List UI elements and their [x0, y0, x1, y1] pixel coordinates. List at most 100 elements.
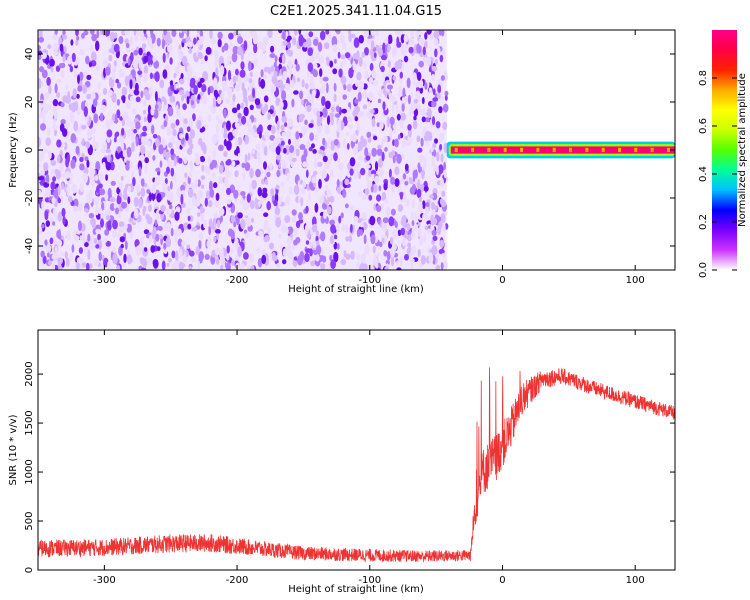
speckle: [405, 198, 410, 207]
speckle: [254, 98, 261, 106]
speckle: [296, 77, 301, 83]
speckle: [92, 98, 98, 108]
speckle: [201, 84, 207, 93]
speckle: [412, 119, 418, 130]
speckle: [375, 263, 379, 269]
speckle: [50, 181, 56, 191]
speckle: [167, 106, 174, 117]
speckle: [353, 173, 358, 180]
speckle: [288, 186, 293, 196]
speckle: [246, 118, 252, 129]
speckle: [223, 42, 229, 51]
speckle: [382, 135, 388, 143]
speckle: [287, 59, 293, 70]
speckle: [286, 236, 292, 245]
speckle: [308, 123, 314, 128]
speckle: [441, 213, 446, 222]
speckle: [118, 182, 124, 190]
speckle: [160, 204, 166, 212]
speckle: [53, 42, 59, 52]
speckle: [111, 73, 116, 80]
speckle: [60, 102, 65, 108]
speckle: [170, 167, 175, 177]
speckle: [294, 140, 300, 150]
speckle: [147, 36, 152, 46]
speckle: [69, 252, 74, 262]
speckle: [170, 136, 176, 144]
speckle: [38, 44, 41, 51]
speckle: [271, 252, 276, 258]
speckle: [103, 238, 108, 243]
speckle: [208, 200, 213, 208]
band-dot: [471, 147, 475, 153]
speckle: [126, 223, 132, 233]
speckle: [376, 148, 383, 156]
speckle: [203, 165, 210, 174]
speckle: [311, 55, 315, 61]
speckle: [38, 225, 42, 235]
speckle: [136, 76, 142, 84]
speckle: [365, 164, 371, 169]
speckle: [50, 159, 57, 166]
speckle: [105, 174, 108, 181]
speckle: [107, 122, 111, 131]
speckle: [297, 255, 303, 266]
speckle: [201, 184, 205, 189]
speckle: [274, 55, 278, 63]
speckle: [152, 155, 156, 161]
speckle: [431, 73, 435, 81]
band-dot: [454, 147, 458, 153]
speckle: [345, 253, 351, 260]
speckle: [173, 72, 177, 79]
speckle: [428, 66, 432, 73]
speckle: [365, 155, 371, 161]
speckle: [364, 47, 369, 56]
speckle: [376, 194, 382, 202]
speckle: [374, 161, 379, 172]
speckle: [382, 217, 389, 224]
speckle: [257, 257, 263, 268]
speckle: [358, 80, 365, 91]
speckle: [389, 237, 394, 245]
speckle: [289, 145, 295, 153]
speckle: [160, 192, 166, 198]
speckle: [166, 262, 170, 268]
speckle: [60, 119, 66, 125]
speckle: [301, 99, 304, 106]
speckle: [315, 51, 320, 60]
speckle: [121, 127, 125, 136]
y-tick-label: 1000: [24, 459, 35, 484]
speckle: [183, 118, 188, 125]
speckle: [93, 260, 99, 267]
speckle: [41, 81, 44, 88]
speckle: [252, 87, 256, 98]
speckle: [438, 132, 444, 143]
speckle: [124, 240, 128, 250]
speckle: [248, 77, 253, 84]
speckle: [263, 212, 269, 217]
speckle: [321, 168, 327, 179]
speckle: [179, 89, 185, 96]
speckle: [415, 30, 420, 38]
speckle: [293, 90, 299, 95]
speckle: [356, 252, 361, 261]
speckle: [146, 122, 152, 131]
speckle: [119, 70, 125, 78]
speckle: [215, 67, 219, 78]
speckle: [320, 231, 326, 242]
speckle: [183, 156, 188, 164]
speckle: [51, 197, 56, 205]
speckle: [241, 82, 245, 92]
speckle: [197, 40, 201, 48]
speckle: [304, 83, 309, 90]
speckle: [281, 90, 287, 101]
speckle: [233, 189, 239, 199]
speckle: [145, 140, 152, 147]
speckle: [218, 207, 225, 216]
speckle: [278, 30, 283, 34]
speckle: [356, 71, 362, 81]
speckle: [243, 106, 249, 117]
speckle: [105, 66, 111, 76]
speckle: [138, 243, 144, 251]
speckle: [137, 138, 142, 146]
